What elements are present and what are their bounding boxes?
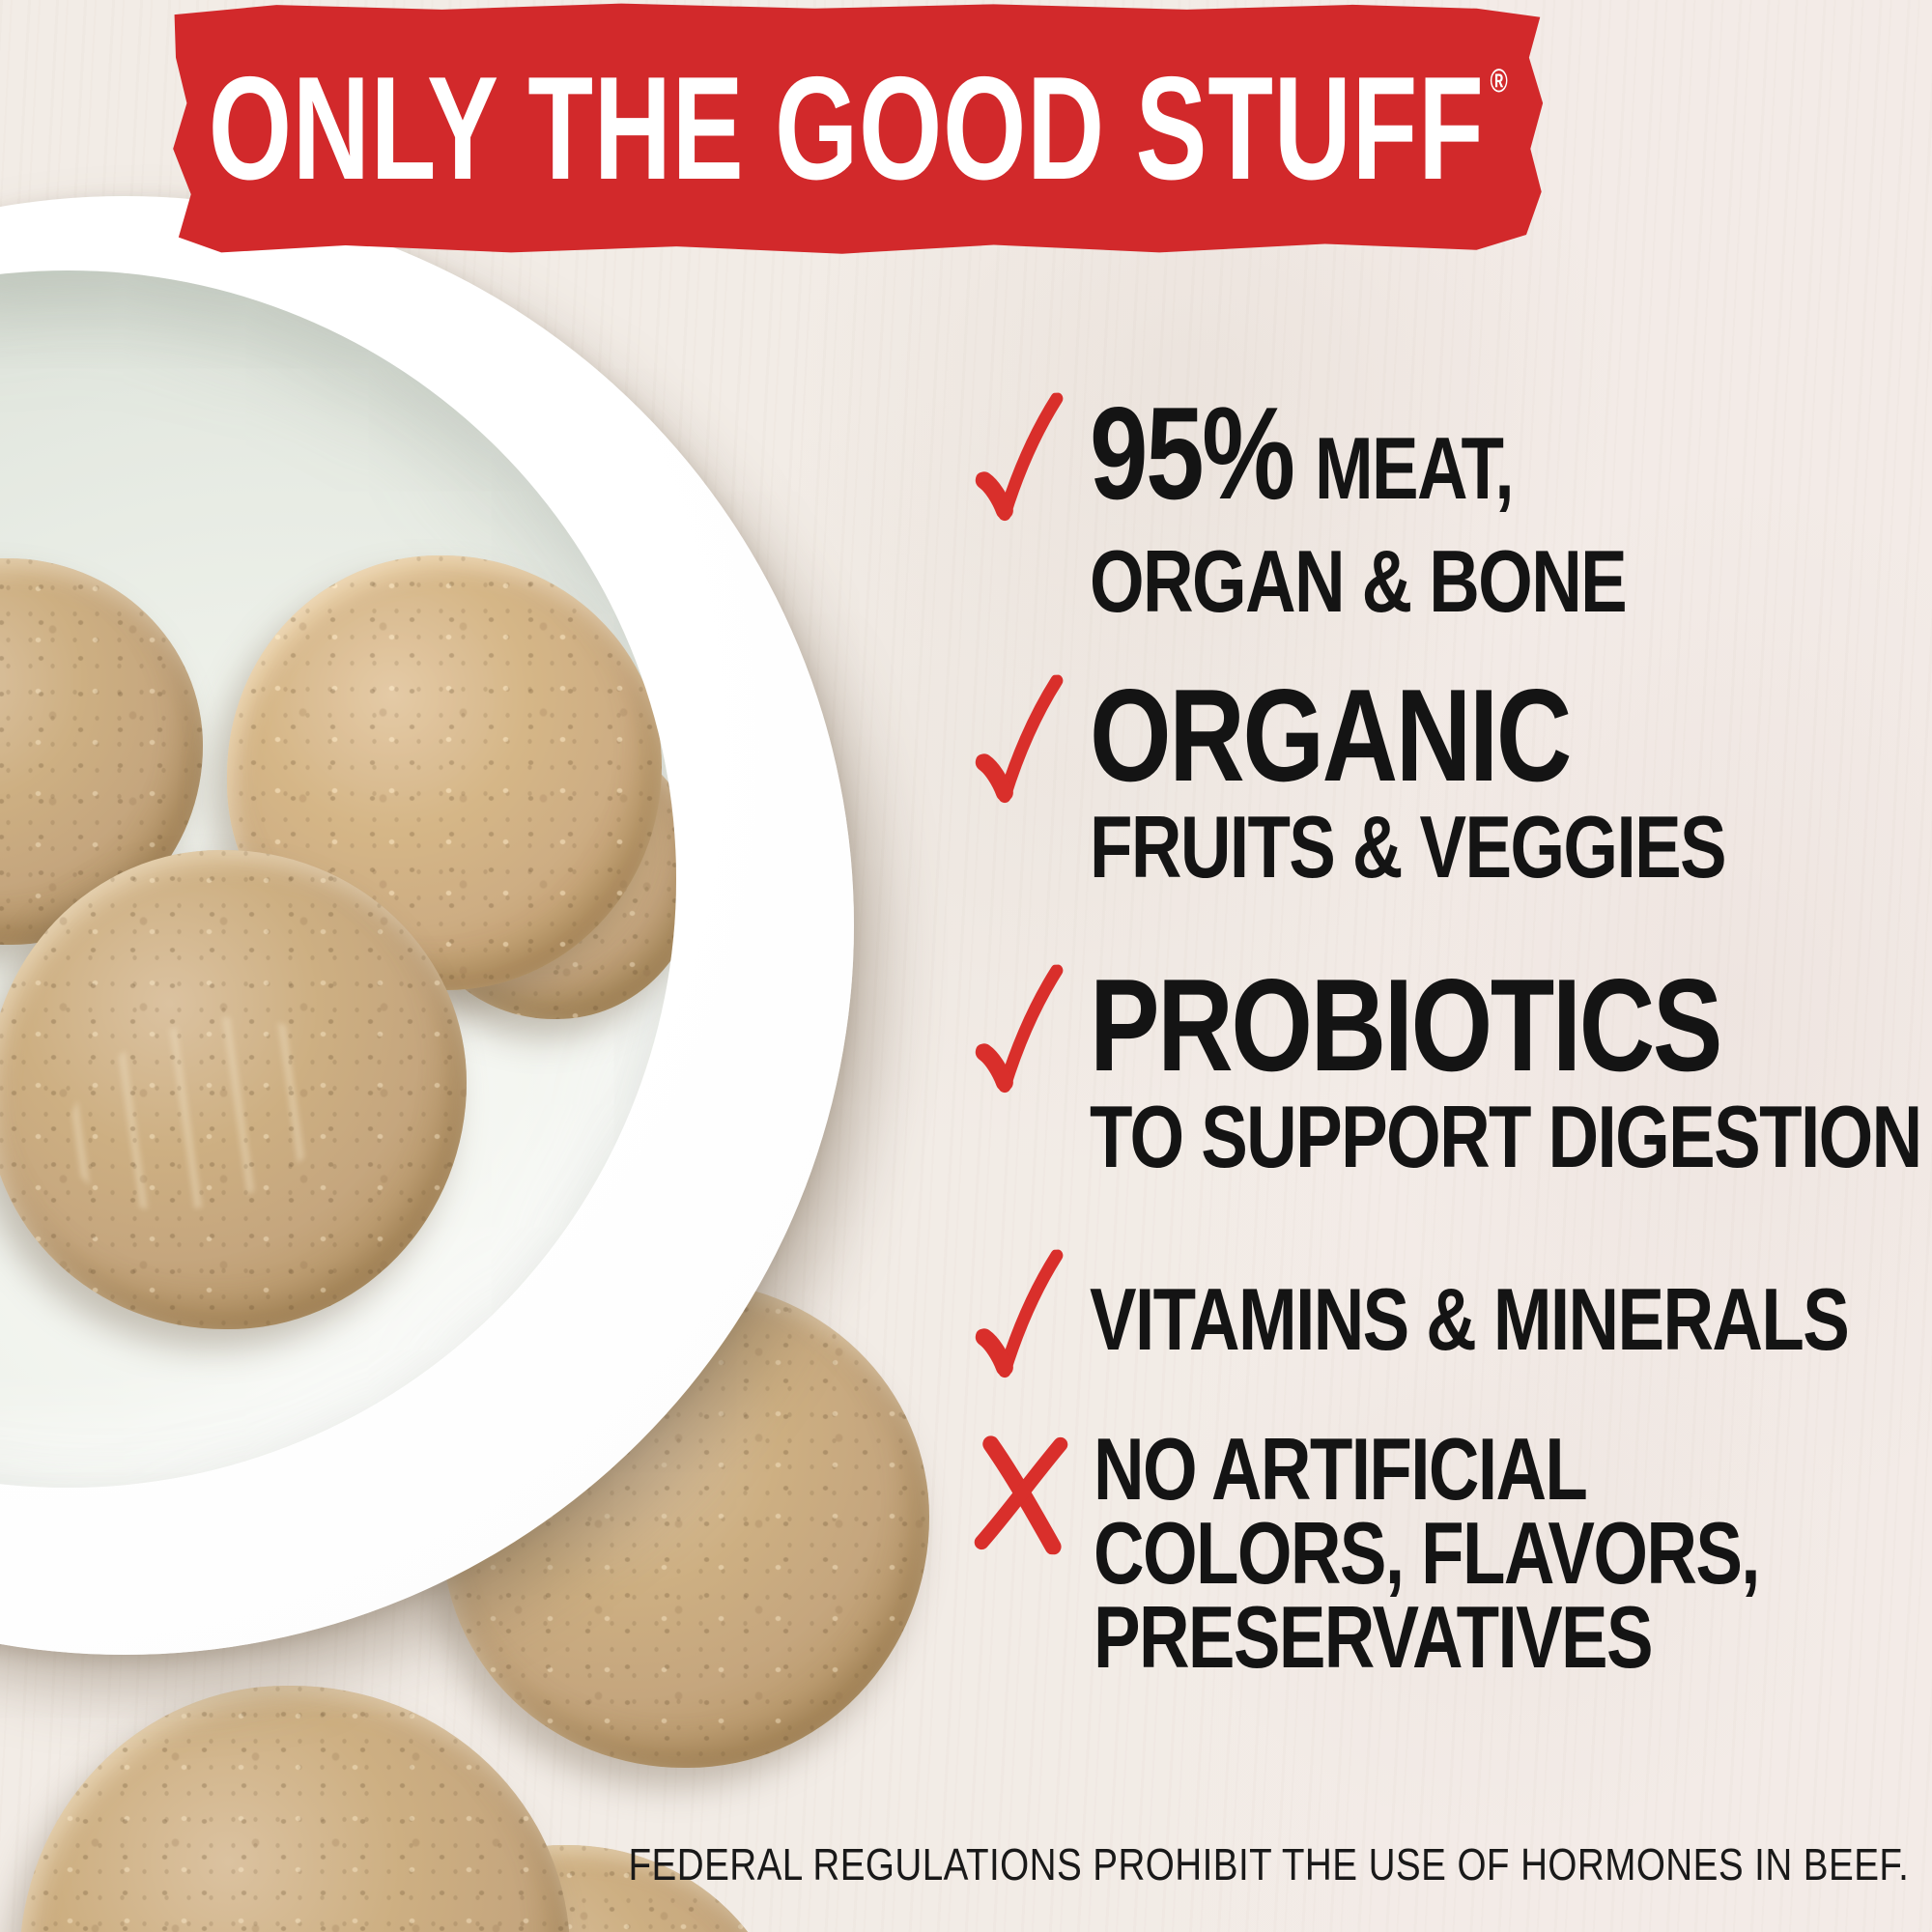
headline-title: ONLY THE GOOD STUFF ®	[209, 55, 1508, 202]
check-icon	[975, 392, 1064, 522]
benefit-line-2: COLORS, FLAVORS,	[1094, 1505, 1761, 1603]
checklist-item-organic: ORGANIC FRUITS & VEGGIES	[974, 662, 1885, 896]
benefit-line-1: PROBIOTICS	[1090, 952, 1722, 1098]
checklist-item-vitamins-minerals: VITAMINS & MINERALS	[974, 1249, 1932, 1378]
benefit-inline-text: MEAT,	[1314, 420, 1515, 518]
benefit-line-2: FRUITS & VEGGIES	[1090, 799, 1727, 896]
checklist-item-meat-organ-bone: 95% MEAT, ORGAN & BONE	[974, 380, 1760, 631]
benefit-line-3: PRESERVATIVES	[1094, 1589, 1654, 1687]
checklist-item-no-artificial: NO ARTIFICIAL COLORS, FLAVORS, PRESERVAT…	[974, 1421, 1925, 1687]
headline-text: ONLY THE GOOD STUFF	[209, 46, 1485, 211]
benefit-line-1: VITAMINS & MINERALS	[1090, 1271, 1850, 1369]
check-icon	[975, 1249, 1064, 1378]
check-icon	[975, 674, 1064, 804]
cross-icon	[974, 1435, 1068, 1555]
bowl-interior	[0, 270, 676, 1488]
benefit-line-1: ORGANIC	[1090, 662, 1572, 809]
registered-trademark-icon: ®	[1490, 63, 1509, 100]
headline-banner: ONLY THE GOOD STUFF ®	[173, 3, 1544, 254]
disclaimer-text: FEDERAL REGULATIONS PROHIBIT THE USE OF …	[628, 1839, 1909, 1889]
benefit-line-1: NO ARTIFICIAL	[1094, 1421, 1588, 1519]
benefit-line-1: 95% MEAT,	[1090, 380, 1626, 528]
check-icon	[975, 964, 1064, 1094]
benefit-line-2: TO SUPPORT DIGESTION	[1090, 1089, 1922, 1186]
checklist-item-probiotics: PROBIOTICS TO SUPPORT DIGESTION	[974, 952, 1932, 1186]
patty-in-bowl-front	[0, 850, 467, 1329]
benefit-line-2: ORGAN & BONE	[1090, 533, 1628, 631]
benefit-emphasis: 95%	[1090, 380, 1295, 526]
